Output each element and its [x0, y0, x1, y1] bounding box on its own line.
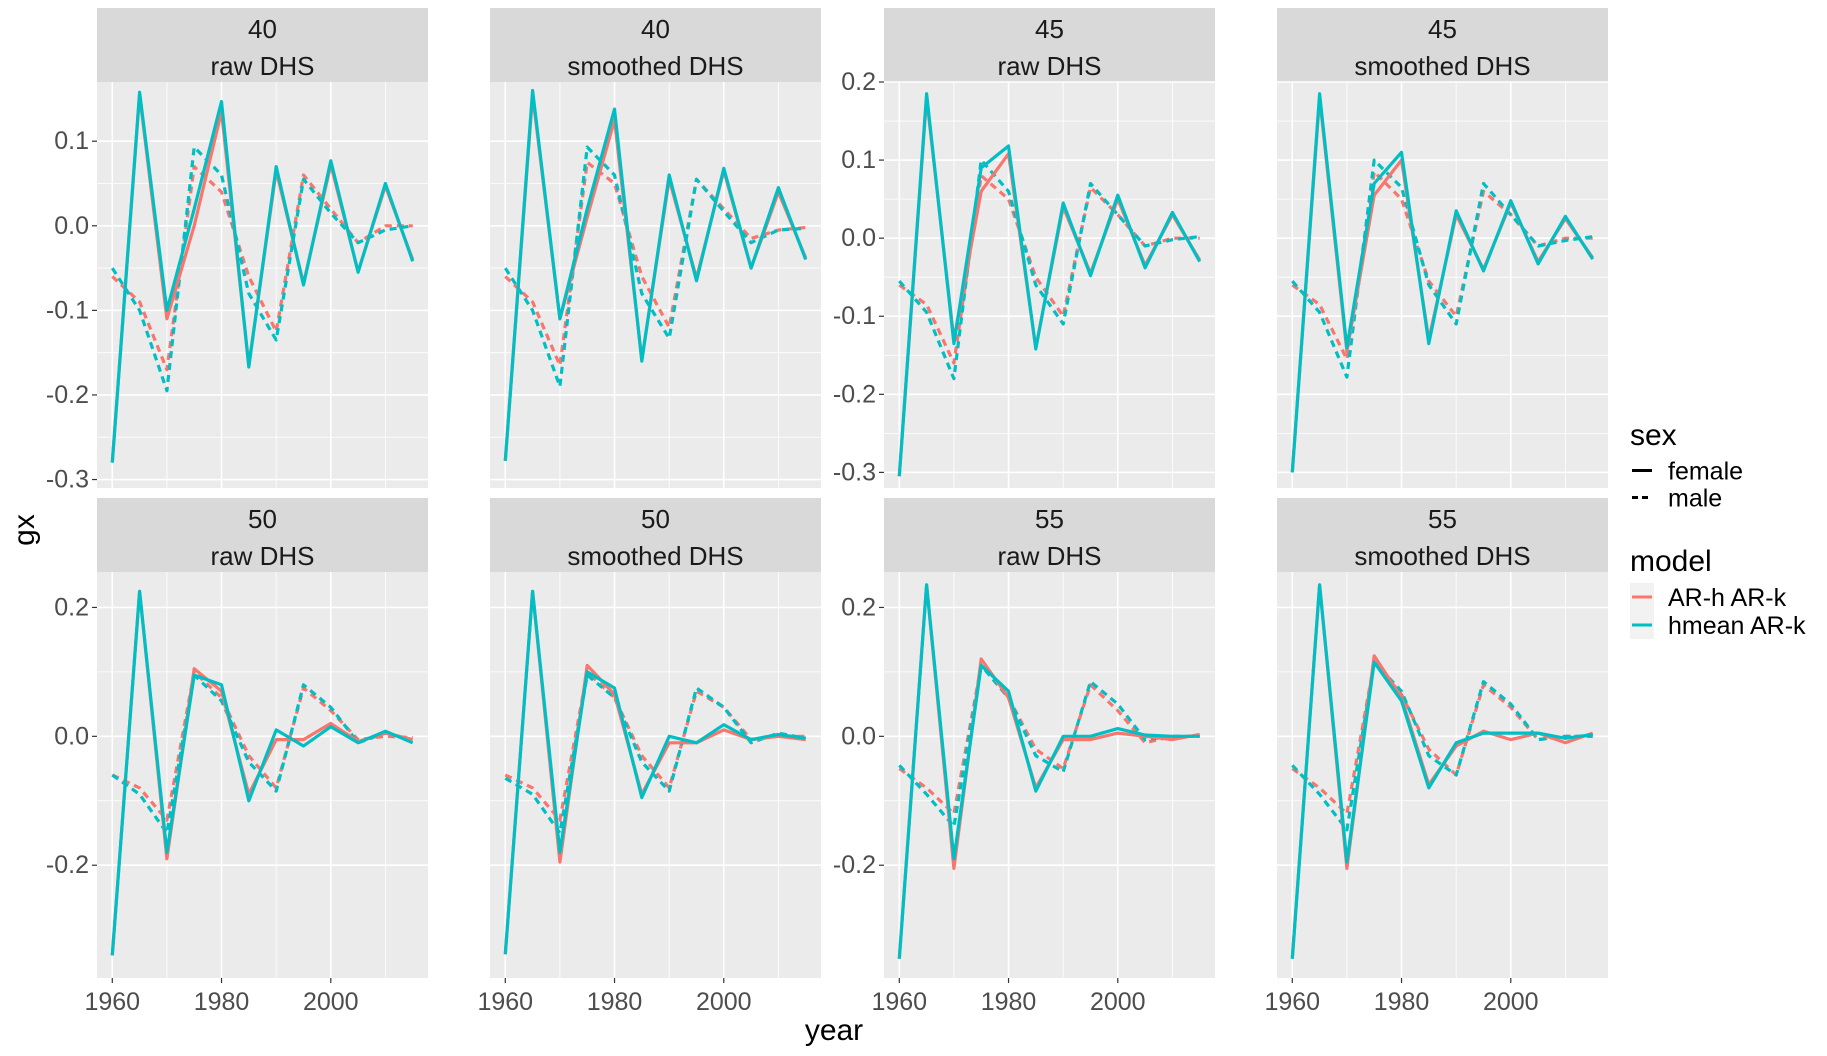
- series-line-male-hmean-ar-k: [1291, 158, 1593, 379]
- facet-strip-age: 50: [248, 504, 277, 534]
- legend-title-sex: sex: [1630, 419, 1677, 452]
- series-line-male-ar-h-ar-k: [111, 165, 413, 372]
- panel-background: [490, 82, 821, 488]
- series-line-male-hmean-ar-k: [110, 145, 413, 393]
- legend-entry: hmean AR-k: [1630, 611, 1806, 640]
- y-tick-label: -0.3: [46, 466, 89, 494]
- x-tick-label: 1960: [871, 988, 927, 1016]
- y-tick-label: 0.2: [54, 593, 89, 621]
- y-tick-label: 0.0: [841, 224, 876, 252]
- x-axis-title: year: [805, 1014, 863, 1047]
- x-tick-label: 1960: [1264, 988, 1320, 1016]
- y-tick-label: -0.2: [833, 380, 876, 408]
- legend-label: female: [1668, 458, 1743, 486]
- y-tick-label: -0.1: [833, 302, 876, 330]
- y-tick-label: 0.1: [54, 127, 89, 155]
- facet-strip: [97, 8, 428, 82]
- facet-strip: [97, 498, 428, 572]
- panel-background: [1277, 572, 1608, 978]
- facet-panel-4: 45 smoothed DHS: [1277, 8, 1608, 488]
- facet-strip-source: raw DHS: [997, 541, 1101, 571]
- facet-panel-3: 45 raw DHS -0.3 -0.2 -0.1 0.0 0.1 0.2: [833, 8, 1215, 488]
- series-line-female-hmean-ar-k: [1290, 92, 1595, 473]
- facet-strip-age: 50: [641, 504, 670, 534]
- facet-strip: [1277, 498, 1608, 572]
- series-line-male-ar-h-ar-k: [898, 174, 1200, 365]
- facet-strip-age: 40: [248, 14, 277, 44]
- legend-entry: AR-h AR-k: [1630, 583, 1787, 612]
- y-tick-label: 0.0: [54, 212, 89, 240]
- series-line-female-hmean-ar-k: [110, 589, 414, 956]
- legend-entry: male: [1632, 485, 1722, 513]
- facet-strip-age: 55: [1035, 504, 1064, 534]
- legend-title-model: model: [1630, 545, 1712, 578]
- facet-strip-source: smoothed DHS: [567, 51, 743, 81]
- x-tick-label: 1980: [587, 988, 643, 1016]
- facet-panel-8: 55 smoothed DHS 1960 1980 2000: [1264, 498, 1608, 1016]
- panel-background: [97, 82, 428, 488]
- facet-strip-age: 45: [1035, 14, 1064, 44]
- facet-panel-6: 50 smoothed DHS 1960 1980 2000: [477, 498, 821, 1016]
- facet-strip-source: smoothed DHS: [1354, 51, 1530, 81]
- y-tick-label: -0.2: [46, 381, 89, 409]
- x-tick-label: 1980: [194, 988, 250, 1016]
- y-tick-label: 0.2: [841, 593, 876, 621]
- facet-panel-1: 40 raw DHS -0.3 -0.2 -0.1 0.0 0.1: [46, 8, 428, 494]
- y-tick-label: 0.2: [841, 68, 876, 96]
- facet-strip-source: smoothed DHS: [567, 541, 743, 571]
- facet-strip-source: raw DHS: [997, 51, 1101, 81]
- facet-strip: [490, 8, 821, 82]
- facet-strip-age: 45: [1428, 14, 1457, 44]
- legend-entry: female: [1632, 458, 1743, 486]
- legend-label: AR-h AR-k: [1668, 584, 1787, 612]
- facet-strip: [884, 498, 1215, 572]
- facet-strip-source: smoothed DHS: [1354, 541, 1530, 571]
- x-tick-label: 1980: [981, 988, 1037, 1016]
- y-tick-label: 0.0: [54, 722, 89, 750]
- x-tick-label: 1980: [1374, 988, 1430, 1016]
- x-tick-label: 2000: [1483, 988, 1539, 1016]
- legend-label: male: [1668, 485, 1722, 513]
- series-line-female-hmean-ar-k: [897, 92, 1202, 477]
- y-tick-label: -0.2: [46, 851, 89, 879]
- facet-strip: [1277, 8, 1608, 82]
- facet-panel-2: 40 smoothed DHS: [490, 8, 821, 488]
- legend-label: hmean AR-k: [1668, 612, 1806, 640]
- series-line-female-hmean-ar-k: [503, 88, 808, 462]
- panel-background: [884, 572, 1215, 978]
- y-tick-label: 0.0: [841, 722, 876, 750]
- facet-strip-age: 55: [1428, 504, 1457, 534]
- facet-panel-7: 55 raw DHS -0.2 0.0 0.2 1960 1980 2000: [833, 498, 1215, 1016]
- series-line-male-ar-h-ar-k: [504, 160, 806, 367]
- x-tick-label: 2000: [696, 988, 752, 1016]
- series-line-male-hmean-ar-k: [504, 673, 806, 835]
- facet-strip-age: 40: [641, 14, 670, 44]
- y-tick-label: -0.2: [833, 851, 876, 879]
- series-line-female-hmean-ar-k: [897, 583, 1200, 959]
- y-tick-label: 0.1: [841, 146, 876, 174]
- series-line-female-hmean-ar-k: [503, 589, 806, 955]
- y-tick-label: -0.1: [46, 296, 89, 324]
- x-tick-label: 2000: [303, 988, 359, 1016]
- facet-strip: [884, 8, 1215, 82]
- series-line-female-hmean-ar-k: [110, 90, 415, 463]
- x-tick-label: 2000: [1090, 988, 1146, 1016]
- facet-strip-source: raw DHS: [210, 541, 314, 571]
- series-line-female-hmean-ar-k: [1290, 583, 1593, 959]
- series-line-male-hmean-ar-k: [898, 158, 1200, 381]
- y-axis-title: gx: [8, 514, 41, 546]
- facet-strip: [490, 498, 821, 572]
- facet-panel-5: 50 raw DHS -0.2 0.0 0.2 1960 1980 2000: [46, 498, 428, 1016]
- y-tick-label: -0.3: [833, 458, 876, 486]
- x-tick-label: 1960: [477, 988, 533, 1016]
- x-tick-label: 1960: [84, 988, 140, 1016]
- facet-strip-source: raw DHS: [210, 51, 314, 81]
